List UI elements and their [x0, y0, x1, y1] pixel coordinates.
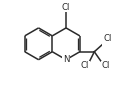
Text: Cl: Cl [103, 34, 111, 43]
Text: Cl: Cl [80, 61, 89, 70]
Text: Cl: Cl [100, 61, 109, 70]
Text: Cl: Cl [61, 3, 70, 12]
Text: N: N [62, 55, 69, 64]
